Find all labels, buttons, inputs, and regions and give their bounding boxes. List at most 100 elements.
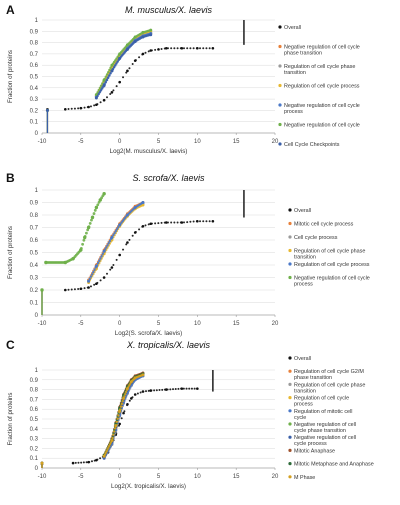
legend-marker [288,248,292,253]
data-point [142,390,145,393]
legend-marker [278,83,282,88]
data-point [104,81,108,84]
data-point [82,238,86,242]
y-tick-label: 1 [35,368,39,374]
data-point [77,461,80,464]
data-point [116,60,119,63]
legend-entry-line: Negative regulation of cell cycle [294,276,370,282]
series-4 [40,201,145,315]
series-5 [40,192,106,315]
data-point [115,228,119,231]
legend-entry: Negative regulation of cell cycle process [284,103,360,115]
legend-entry: Mitotic cell cycle process [294,222,354,228]
data-point [109,268,112,271]
data-point [83,235,87,238]
data-point [93,268,96,272]
data-point [101,194,105,198]
legend-marker [278,142,282,146]
data-point [120,417,123,420]
data-point [123,410,126,413]
data-point [99,457,102,460]
legend-entry: Cell Cycle Checkpoints [284,142,340,148]
legend-entry-line: Regulation of cell cycle process [284,84,360,90]
data-point [141,373,145,377]
data-point [126,404,129,407]
x-tick-label: 20 [272,139,279,145]
legend-entry-line: process [294,402,313,408]
legend-marker [288,275,292,280]
y-tick-label: 0.3 [30,437,39,443]
x-tick-label: 5 [157,321,161,327]
data-point [109,72,112,75]
data-point [170,221,173,224]
data-point [102,85,105,88]
legend-entry: Overall [294,356,311,362]
x-tick-label: 5 [157,474,161,480]
data-point [174,388,177,391]
legend-entry-line: Negative regulation of cell [294,422,356,428]
data-point [112,66,116,69]
y-tick-label: 0.9 [30,29,39,35]
y-tick-label: 0.6 [30,238,39,244]
legend-entry-line: process [294,282,313,288]
legend-entry: Overall [294,208,311,214]
data-point [150,222,153,225]
x-tick-label: 20 [272,321,279,327]
legend-entry-line: cycle [294,415,306,421]
data-point [128,238,131,241]
y-tick-label: 0.4 [30,427,39,433]
legend-marker [288,262,292,266]
data-point [116,417,119,421]
data-point [86,286,89,289]
x-tick-label: 15 [233,139,240,145]
chart-title: S. scrofa/X. laevis [132,173,205,183]
data-point [186,47,189,50]
data-point [103,248,107,251]
data-point [88,460,91,463]
data-point [99,84,103,87]
data-point [108,68,111,72]
data-point [182,221,185,224]
data-point [118,253,121,256]
data-point [188,387,191,390]
data-point [109,66,112,69]
y-tick-label: 0.5 [30,251,39,257]
data-point [147,389,150,392]
data-point [77,107,80,110]
data-point [103,83,106,86]
data-point [202,47,205,50]
data-point [110,69,113,73]
data-point [99,257,102,260]
data-point [99,101,102,104]
data-point [90,273,94,276]
y-axis-title: Fraction of proteins [7,226,14,279]
legend-marker [278,103,282,107]
data-point [160,221,163,224]
data-point [106,244,109,247]
data-point [91,215,95,219]
y-tick-label: 0 [35,466,39,472]
legend-entry-line: Negative regulation of cell [294,435,356,441]
data-point [186,221,189,224]
data-point [105,73,109,76]
data-point [96,261,100,265]
legend-marker [288,235,292,239]
data-point [106,76,110,80]
data-point [138,228,141,231]
data-point [85,461,88,464]
legend-marker [288,382,292,386]
data-point [87,225,91,229]
legend-entry-line: Mitotic cell cycle process [294,222,354,228]
data-point [99,279,102,282]
data-point [134,393,137,396]
data-point [211,47,214,50]
data-point [131,62,134,65]
data-point [67,108,70,111]
legend-entry-line: Negative regulation of cell cycle [284,123,360,129]
data-point [73,288,76,291]
x-axis-title: Log2(S. scrofa/X. laevis) [115,330,182,337]
legend-entry-line: Regulation of cell cycle G2/M [294,369,364,375]
data-point [138,56,141,59]
data-point [86,228,90,232]
data-point [102,192,106,196]
